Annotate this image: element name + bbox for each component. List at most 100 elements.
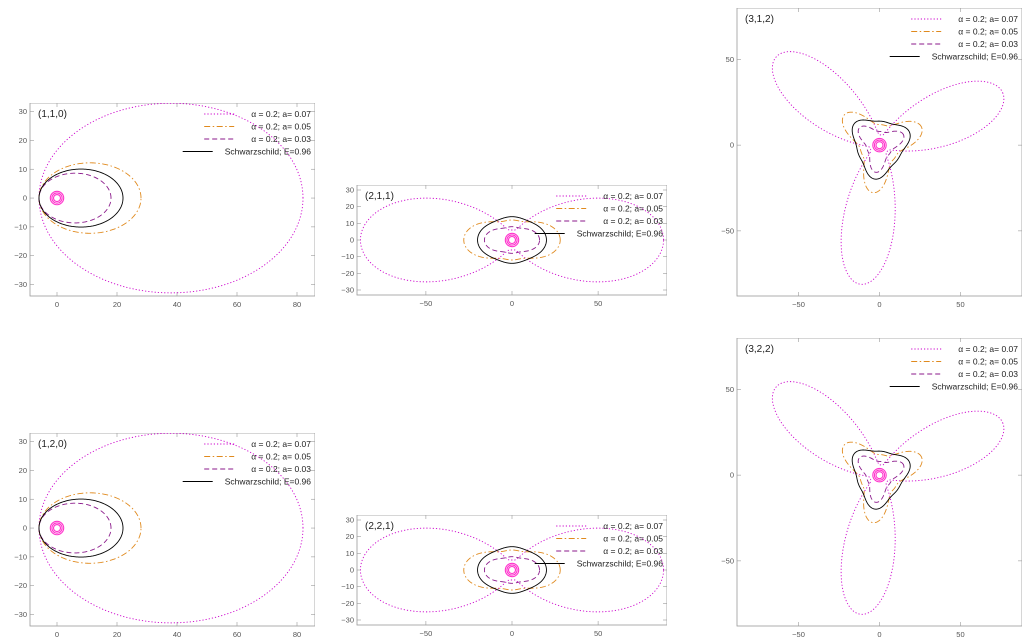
inner-whirl-ring [506, 564, 518, 576]
x-tick-label: −50 [792, 300, 805, 309]
y-tick-label: 20 [346, 202, 354, 211]
x-tick-label: 0 [55, 300, 59, 309]
orbit-panel-5: −50 0 50 −30 −20 −10 0 10 20 30 (2,2,1) α = 0.2; a=… [341, 515, 667, 638]
orbit-panel-4: 0 20 40 60 80 −30 −20 −10 0 10 20 30 (1,2,0) α = 0.2;… [14, 433, 315, 639]
y-tick-label: 20 [19, 466, 27, 475]
orbit-line-series-4 [477, 216, 547, 264]
y-tick-label: −50 [721, 556, 734, 565]
orbit-line-series-2 [463, 219, 561, 261]
orbit-line-series-4 [477, 546, 547, 594]
plot-frame [29, 103, 315, 297]
inner-whirl-ring [49, 190, 65, 206]
y-tick-label: −50 [721, 226, 734, 235]
inner-whirl-ring [507, 235, 517, 245]
x-tick-label: 0 [510, 629, 514, 638]
x-tick-label: −50 [420, 629, 433, 638]
inner-whirl-ring [49, 520, 65, 536]
y-tick-label: 10 [346, 549, 354, 558]
y-tick-label: 10 [19, 165, 27, 174]
panel-label: (3,2,2) [745, 344, 774, 355]
orbit-line-series-1 [38, 433, 304, 624]
panel-label: (1,2,0) [38, 439, 67, 450]
x-tick-label: 20 [113, 630, 121, 639]
y-tick-label: 50 [726, 385, 734, 394]
x-tick-label: 20 [113, 300, 121, 309]
inner-whirl-ring [873, 139, 886, 151]
inner-whirl-ring [875, 141, 884, 150]
orbit-line-series-2 [841, 441, 923, 524]
legend-entry-label: α = 0.2; a= 0.07 [958, 14, 1018, 24]
legend-entry-label: α = 0.2; a= 0.07 [603, 521, 663, 531]
legend-entry-label: Schwarzschild; E=0.96 [577, 229, 663, 239]
inner-whirl-ring [51, 192, 63, 204]
plot-frame [356, 185, 667, 296]
y-tick-label: −30 [14, 610, 27, 619]
legend-entry-label: α = 0.2; a= 0.07 [603, 191, 663, 201]
legend-entry-label: α = 0.2; a= 0.05 [251, 452, 311, 462]
orbit-line-series-3 [857, 455, 905, 503]
y-tick-label: −20 [341, 269, 354, 278]
y-tick-label: −20 [14, 251, 27, 260]
legend-entry-label: α = 0.2; a= 0.03 [958, 39, 1018, 49]
x-tick-label: −50 [420, 299, 433, 308]
legend-entry-label: α = 0.2; a= 0.07 [251, 109, 311, 119]
orbit-line-series-1 [771, 381, 1005, 615]
y-tick-label: 30 [346, 186, 354, 195]
panel-label: (1,1,0) [38, 109, 67, 120]
x-tick-label: 80 [293, 630, 301, 639]
legend-entry-label: α = 0.2; a= 0.05 [958, 357, 1018, 367]
legend-entry-label: Schwarzschild; E=0.96 [225, 477, 311, 487]
legend-entry-label: α = 0.2; a= 0.05 [603, 534, 663, 544]
y-tick-label: −10 [14, 222, 27, 231]
x-tick-label: −50 [792, 630, 805, 639]
plot-frame [356, 515, 667, 626]
y-tick-label: −10 [341, 582, 354, 591]
orbit-panel-2: −50 0 50 −30 −20 −10 0 10 20 30 (2,1,1) α = 0.2; a=… [341, 185, 667, 308]
orbit-line-series-3 [483, 226, 541, 254]
inner-whirl-ring [52, 194, 62, 203]
inner-whirl-ring [872, 137, 887, 153]
orbit-line-series-2 [841, 111, 923, 194]
orbit-line-series-2 [38, 162, 142, 234]
orbit-line-series-4 [851, 119, 911, 180]
inner-whirl-ring [873, 469, 886, 481]
x-tick-label: 50 [956, 630, 964, 639]
y-tick-label: 30 [19, 107, 27, 116]
inner-whirl-ring [872, 467, 887, 483]
y-tick-label: 10 [346, 219, 354, 228]
legend-entry-label: α = 0.2; a= 0.07 [958, 344, 1018, 354]
orbit-panel-3: −50 0 50 −50 0 50 (3,1,2) α = 0.2; a= 0.07 α = 0… [721, 8, 1022, 309]
legend-entry-label: α = 0.2; a= 0.03 [603, 546, 663, 556]
y-tick-label: 50 [726, 55, 734, 64]
x-tick-label: 40 [173, 630, 181, 639]
legend-entry-label: Schwarzschild; E=0.96 [932, 382, 1018, 392]
inner-whirl-ring [875, 471, 884, 480]
legend-entry-label: α = 0.2; a= 0.05 [958, 27, 1018, 37]
orbit-line-series-1 [359, 197, 665, 283]
y-tick-label: 30 [346, 516, 354, 525]
x-tick-label: 80 [293, 300, 301, 309]
y-tick-label: 20 [19, 136, 27, 145]
orbit-panel-6: −50 0 50 −50 0 50 (3,2,2) α = 0.2; a= 0.07 α = 0… [721, 338, 1022, 639]
legend-entry-label: Schwarzschild; E=0.96 [932, 52, 1018, 62]
y-tick-label: 0 [730, 471, 734, 480]
inner-whirl-ring [51, 522, 63, 534]
orbit-line-series-3 [857, 125, 905, 173]
panel-label: (3,1,2) [745, 14, 774, 25]
x-tick-label: 0 [877, 300, 881, 309]
x-tick-label: 50 [594, 299, 602, 308]
inner-whirl-ring [504, 232, 520, 248]
x-tick-label: 50 [956, 300, 964, 309]
y-tick-label: 20 [346, 532, 354, 541]
y-tick-label: −20 [341, 599, 354, 608]
orbit-line-series-1 [359, 527, 665, 613]
orbit-line-series-4 [851, 449, 911, 510]
y-tick-label: 0 [730, 141, 734, 150]
x-tick-label: 0 [55, 630, 59, 639]
inner-whirl-ring [507, 565, 517, 575]
legend-entry-label: α = 0.2; a= 0.03 [251, 134, 311, 144]
x-tick-label: 60 [233, 300, 241, 309]
y-tick-label: −30 [341, 616, 354, 625]
legend-entry-label: α = 0.2; a= 0.07 [251, 439, 311, 449]
y-tick-label: 0 [350, 236, 354, 245]
